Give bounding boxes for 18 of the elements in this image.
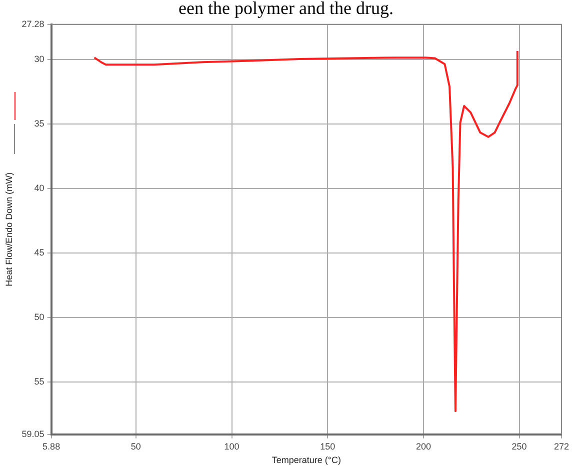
x-tick-label: 272 — [554, 441, 570, 452]
x-tick-label: 100 — [224, 441, 240, 452]
x-tick-label: 200 — [416, 441, 431, 452]
y-axis-title: Heat Flow/Endo Down (mW) — [4, 172, 14, 286]
y-tick-label: 27.28 — [22, 18, 44, 29]
x-tick-label: 250 — [512, 441, 527, 452]
text: een the polymer and the drug. — [178, 0, 394, 19]
x-tick-label: 50 — [130, 441, 141, 452]
y-tick-label: 35 — [34, 118, 44, 129]
x-tick-label: 150 — [320, 441, 336, 452]
x-axis-title: Temperature (°C) — [272, 455, 341, 466]
y-tick-label: 45 — [34, 248, 44, 258]
y-tick-label: 40 — [34, 183, 44, 194]
y-tick-label: 30 — [34, 54, 44, 64]
y-tick-label: 59.05 — [22, 428, 44, 439]
y-tick-label: 55 — [34, 376, 44, 387]
x-tick-label: 5.88 — [42, 441, 60, 452]
y-tick-label: 50 — [34, 312, 44, 322]
